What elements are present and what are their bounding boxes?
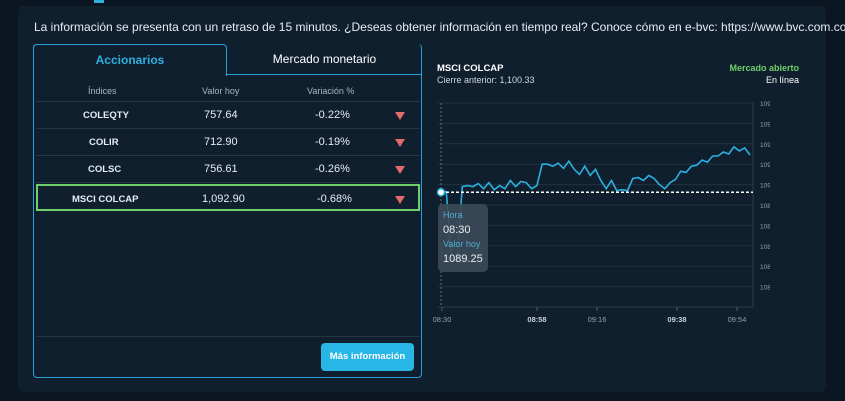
indices-table: Índices Valor hoy Variación % COLEQTY 75…: [36, 79, 420, 211]
y-tick-label: 1098.00: [760, 101, 770, 108]
hover-point: [436, 188, 446, 197]
x-tick-label: 09:38: [667, 315, 686, 324]
table-header: Índices Valor hoy Variación %: [36, 79, 420, 102]
more-info-button[interactable]: Más información: [321, 343, 414, 371]
down-arrow-icon: [395, 112, 405, 120]
x-tick-label: 08:58: [527, 315, 546, 324]
tooltip-time-label: Hora: [443, 210, 463, 220]
price-line: [440, 145, 751, 261]
down-arrow-icon: [395, 139, 405, 147]
row-name: COLEQTY: [83, 110, 129, 121]
x-tick-label: 09:16: [588, 315, 607, 324]
chart-title: MSCI COLCAP: [437, 63, 504, 74]
row-change: -0.68%: [317, 193, 352, 205]
x-tick-label: 08:30: [433, 315, 452, 324]
tooltip-time-value: 08:30: [443, 224, 471, 236]
y-tick-label: 1084.00: [760, 244, 770, 251]
row-name: MSCI COLCAP: [72, 194, 139, 205]
table-footer-divider: [36, 336, 420, 337]
y-tick-label: 1096.00: [760, 121, 770, 128]
tooltip-value-label: Valor hoy: [443, 239, 481, 249]
previous-close: Cierre anterior: 1,100.33: [437, 75, 535, 85]
header-valor-hoy: Valor hoy: [202, 86, 240, 96]
top-accent-bar: [94, 0, 104, 3]
tooltip-value-value: 1089.25: [443, 253, 483, 265]
y-tick-label: 1090.00: [760, 183, 770, 190]
y-tick-label: 1086.00: [760, 223, 770, 230]
table-row[interactable]: COLIR 712.90 -0.19%: [36, 129, 420, 156]
tab-bar: Accionarios Mercado monetario: [33, 44, 422, 76]
tab-mercado-monetario[interactable]: Mercado monetario: [227, 44, 422, 75]
tab-accionarios[interactable]: Accionarios: [33, 44, 227, 76]
market-status-badge: Mercado abierto: [729, 63, 799, 73]
row-value: 757.64: [204, 109, 238, 121]
row-name: COLSC: [88, 164, 122, 175]
row-change: -0.19%: [315, 136, 350, 148]
row-change: -0.26%: [315, 163, 350, 175]
table-row-selected[interactable]: MSCI COLCAP 1,092.90 -0.68%: [36, 184, 420, 211]
y-tick-label: 1094.00: [760, 142, 770, 149]
table-row[interactable]: COLSC 756.61 -0.26%: [36, 156, 420, 183]
row-change: -0.22%: [315, 109, 350, 121]
indices-box: [33, 44, 422, 378]
price-chart[interactable]: 1098.00 1096.00 1094.00 1092.00 1090.00 1088.…: [430, 95, 770, 330]
row-value: 1,092.90: [202, 193, 245, 205]
table-row[interactable]: COLEQTY 757.64 -0.22%: [36, 102, 420, 129]
row-name: COLIR: [89, 137, 119, 148]
row-value: 756.61: [204, 163, 238, 175]
x-tick-label: 09:54: [728, 315, 747, 324]
row-value: 712.90: [204, 136, 238, 148]
y-tick-label: 1088.00: [760, 203, 770, 210]
chart-tooltip: Hora 08:30 Valor hoy 1089.25: [438, 204, 488, 272]
y-tick-label: 1082.00: [760, 264, 770, 271]
header-variacion: Variación %: [307, 86, 355, 96]
header-indices: Índices: [88, 86, 117, 96]
down-arrow-icon: [395, 166, 405, 174]
delay-notice: La información se presenta con un retras…: [34, 20, 845, 34]
down-arrow-icon: [395, 196, 405, 204]
live-status: En línea: [765, 75, 799, 85]
y-tick-label: 1092.00: [760, 162, 770, 169]
